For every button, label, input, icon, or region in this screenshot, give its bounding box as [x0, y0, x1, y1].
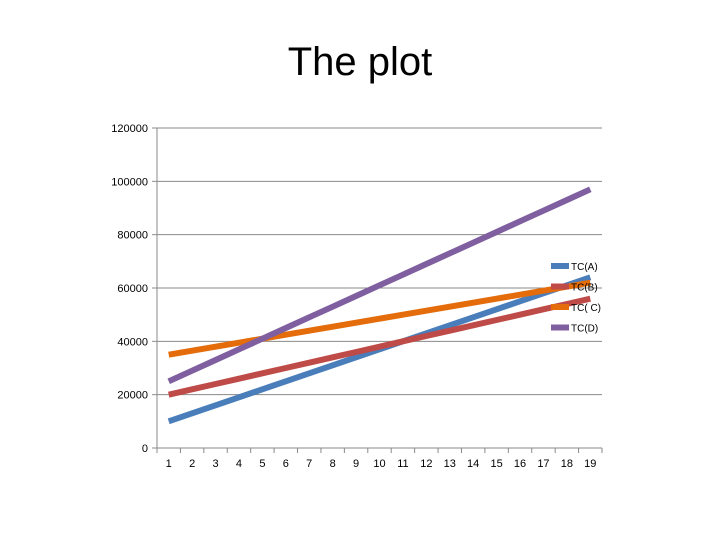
- x-tick-label: 10: [373, 458, 385, 470]
- series-line-4: [167, 186, 592, 385]
- x-tick-label: 11: [397, 458, 408, 470]
- y-tick-label: 20000: [117, 390, 148, 402]
- y-tick-label: 0: [142, 443, 148, 455]
- x-tick-label: 8: [330, 458, 336, 470]
- x-tick-label: 7: [306, 458, 312, 470]
- legend: TC(A) TC(B) TC( C) TC(D): [551, 262, 601, 335]
- x-tick-label: 15: [490, 458, 502, 470]
- y-axis-ticks: 0 20000 40000 60000 80000 100000 120000: [111, 123, 148, 455]
- y-tick-label: 80000: [117, 230, 148, 242]
- x-tick-label: 4: [236, 458, 242, 470]
- x-tick-label: 3: [212, 458, 218, 470]
- gridlines: [152, 127, 602, 449]
- x-tick-label: 14: [467, 458, 479, 470]
- series-line-3: [168, 279, 591, 358]
- legend-label-4: TC(D): [571, 324, 598, 335]
- x-tick-label: 13: [444, 458, 456, 470]
- x-tick-label: 18: [561, 458, 573, 470]
- legend-label-3: TC( C): [571, 303, 601, 314]
- series-lines: [167, 186, 592, 425]
- y-tick-label: 120000: [111, 123, 148, 135]
- chart-title: The plot: [287, 40, 433, 84]
- series-line-2: [168, 295, 591, 398]
- x-tick-label: 5: [259, 458, 265, 470]
- x-tick-label: 2: [189, 458, 195, 470]
- x-tick-label: 9: [353, 458, 359, 470]
- x-tick-label: 19: [584, 458, 596, 470]
- legend-label-2: TC(B): [571, 283, 598, 294]
- x-tick-label: 12: [420, 458, 432, 470]
- y-tick-label: 100000: [111, 176, 148, 188]
- legend-label-1: TC(A): [571, 262, 598, 273]
- x-axis-ticks: 1 2 3 4 5 6 7 8 9 10 11 12 13 14 15 16 17 18 19: [156, 448, 603, 470]
- x-tick-label: 6: [283, 458, 289, 470]
- x-tick-label: 16: [514, 458, 526, 470]
- y-tick-label: 60000: [117, 283, 148, 295]
- x-tick-label: 17: [537, 458, 549, 470]
- x-tick-label: 1: [166, 458, 172, 470]
- y-tick-label: 40000: [117, 336, 148, 348]
